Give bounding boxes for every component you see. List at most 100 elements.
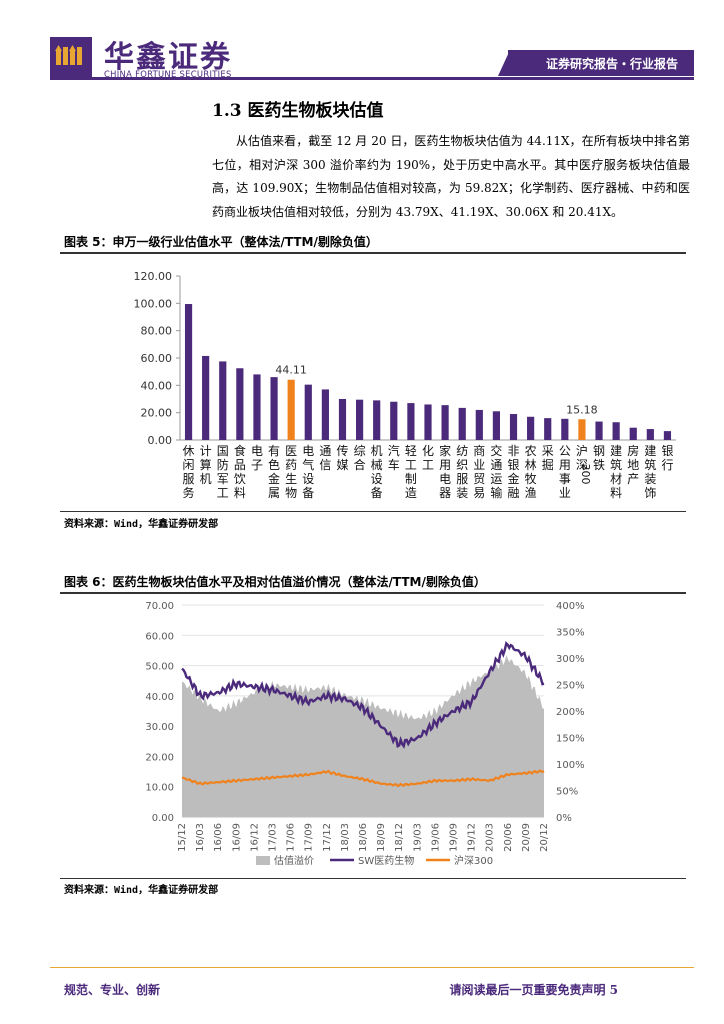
x-tick-label: 设 [371,472,383,486]
x-tick-label: 300 [579,464,592,485]
x-tick-label: 20/09 [521,823,532,852]
x-tick-label: 沪 [576,444,588,458]
y-left-tick-label: 30.00 [145,722,174,733]
x-tick-label: 事 [559,472,571,486]
figure5-top-rule [60,252,686,254]
x-tick-label: 输 [490,485,502,500]
x-tick-label: 16/03 [195,823,206,852]
figure6-bottom-rule [60,878,686,879]
bar [492,411,501,440]
bar [458,407,466,440]
legend-label: SW医药生物 [358,854,414,867]
x-tick-label: 综 [354,444,366,458]
x-tick-label: 生 [285,472,297,486]
x-tick-label: 掘 [542,457,554,472]
bar [338,399,347,440]
series-sw-pharma-line [181,641,545,749]
x-tick-label: 电 [439,472,451,486]
figure5-bottom-rule [60,511,686,512]
x-tick-label: 食 [234,443,246,458]
x-tick-label: 19/09 [449,823,460,852]
x-tick-label: 算 [200,457,212,472]
x-tick-label: 有 [268,444,280,458]
y-tick-label: 80.00 [141,325,173,338]
x-tick-label: 19/12 [467,823,478,852]
y-right-tick-label: 0% [556,813,572,824]
x-tick-label: 钢 [593,444,605,458]
x-tick-label: 属 [268,486,280,500]
bar [561,418,569,440]
x-tick-label: 20/03 [485,823,496,852]
x-tick-label: 渔 [525,486,537,500]
series-hs300-line [181,769,545,788]
y-left-tick-label: 70.00 [145,601,174,612]
y-tick-label: 120.00 [134,270,173,283]
x-tick-label: 交 [490,443,502,458]
y-tick-label: 100.00 [134,297,173,310]
x-tick-label: 装 [644,472,656,486]
y-right-tick-label: 50% [556,787,578,798]
x-tick-label: 深 [576,458,588,472]
x-tick-label: 闲 [183,458,195,472]
x-tick-label: 造 [405,486,417,500]
y-right-tick-label: 400% [556,601,585,612]
logo [50,37,92,77]
x-tick-label: 18/09 [376,823,387,852]
bar [373,400,381,440]
x-tick-label: 医 [285,444,297,458]
bar [321,389,329,440]
x-tick-label: 用 [439,458,451,472]
x-tick-label: 牧 [525,472,537,486]
y-left-tick-label: 0.00 [152,813,174,824]
x-tick-label: 工 [405,458,417,472]
x-tick-label: 建 [610,444,622,458]
x-tick-label: 通 [490,458,502,472]
bar [544,418,552,440]
brand-name-cn: 华鑫证券 [104,40,232,75]
x-tick-label: 工 [217,486,229,500]
x-tick-label: 电 [302,444,314,458]
footer-disclaimer: 请阅读最后一页重要免责声明 5 [449,983,618,997]
x-tick-label: 备 [371,486,383,500]
x-tick-label: 地 [627,458,639,472]
x-tick-label: 17/09 [304,823,315,852]
x-tick-label: 公 [559,444,571,458]
bar [253,374,261,440]
y-left-tick-label: 60.00 [145,631,174,642]
x-tick-label: 制 [405,472,417,486]
x-tick-label: 媒 [336,458,348,472]
x-tick-label: 金 [268,471,280,486]
x-tick-label: 饰 [644,486,656,500]
x-tick-label: 林 [525,458,537,472]
x-tick-label: 用 [559,458,571,472]
brand-name-en: CHINA FORTUNE SECURITIES [104,69,232,79]
x-tick-label: 设 [302,472,314,486]
x-tick-label: 药 [285,458,297,472]
x-tick-label: 非 [508,444,520,458]
x-tick-label: 备 [302,486,314,500]
figure6-combo-chart: 0.00 10.00 20.00 30.00 40.00 50.00 60.00 70.00 0… [145,601,585,867]
x-tick-label: 品 [234,458,246,472]
bar [663,431,672,440]
y-tick-label: 0.00 [148,434,173,447]
bar [595,421,603,440]
x-tick-label: 军 [217,472,229,486]
x-tick-label: 运 [490,472,502,486]
x-tick-label: 气 [302,457,314,472]
y-left-tick-label: 50.00 [145,662,174,673]
bar [219,361,227,440]
x-tick-label: 务 [183,485,195,500]
x-tick-label: 材 [610,472,622,486]
x-tick-label: 房 [627,443,639,458]
x-tick-label: 17/03 [268,823,279,852]
x-tick-label: 料 [234,486,246,500]
data-label: 15.18 [566,403,598,416]
x-tick-label: 19/06 [430,823,441,852]
bar [407,403,415,440]
y-tick-label: 20.00 [141,407,173,420]
y-left-tick-label: 20.00 [145,752,174,763]
x-tick-label: 行 [661,458,673,472]
x-tick-label: 车 [388,457,400,472]
bar [646,429,654,440]
legend-label: 估值溢价 [274,854,314,867]
